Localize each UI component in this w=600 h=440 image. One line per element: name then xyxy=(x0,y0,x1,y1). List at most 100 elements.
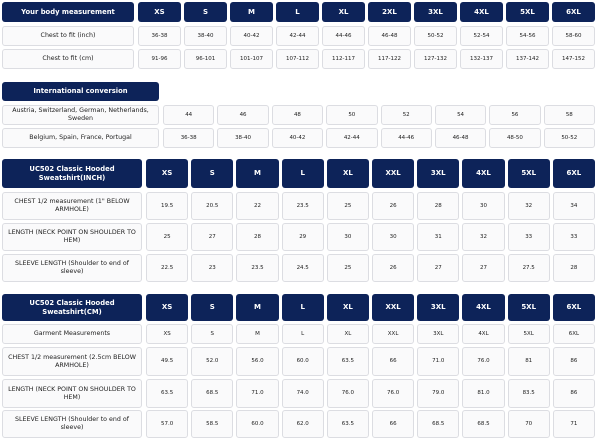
value-cell: 30 xyxy=(462,192,505,220)
value-cell: 68.5 xyxy=(417,410,460,438)
value-cell: 54-56 xyxy=(506,26,549,46)
value-cell: 27 xyxy=(462,254,505,282)
column-header: XXL xyxy=(372,159,415,188)
column-header: 5XL xyxy=(507,294,550,321)
value-cell: 101-107 xyxy=(230,49,273,69)
column-header: 4XL xyxy=(462,159,505,188)
value-cell: 44-46 xyxy=(322,26,365,46)
value-cell: 137-142 xyxy=(506,49,549,69)
value-cell: 19.5 xyxy=(146,192,189,220)
value-cell: 28 xyxy=(552,254,595,282)
value-cell: 58.5 xyxy=(191,410,234,438)
value-cell: 25 xyxy=(146,223,189,251)
column-header: S xyxy=(191,159,234,188)
value-cell: 23.5 xyxy=(281,192,324,220)
value-cell: 30 xyxy=(372,223,415,251)
column-header: 6XL xyxy=(552,159,595,188)
value-cell: 5XL xyxy=(507,324,550,344)
column-header: L xyxy=(276,2,319,22)
column-header: L xyxy=(281,159,324,188)
value-cell: 42-44 xyxy=(276,26,319,46)
column-header: M xyxy=(236,294,279,321)
value-cell: 60.0 xyxy=(281,347,324,376)
value-cell: S xyxy=(191,324,234,344)
value-cell: 127-132 xyxy=(414,49,457,69)
column-header: XS xyxy=(138,2,181,22)
value-cell: 54 xyxy=(434,105,487,125)
value-cell: 71.0 xyxy=(236,379,279,408)
value-cell: 57.0 xyxy=(146,410,189,438)
value-cell: 40-42 xyxy=(230,26,273,46)
row-label: Belgium, Spain, France, Portugal xyxy=(2,128,159,148)
value-cell: 32 xyxy=(462,223,505,251)
value-cell: 52.0 xyxy=(191,347,234,376)
value-cell: 63.5 xyxy=(326,347,369,376)
value-cell: L xyxy=(281,324,324,344)
row-label: Austria, Switzerland, German, Netherland… xyxy=(2,105,159,125)
value-cell: 27 xyxy=(417,254,460,282)
value-cell: 86 xyxy=(552,379,595,408)
value-cell: 71.0 xyxy=(417,347,460,376)
value-cell: 38-40 xyxy=(217,128,269,148)
column-header: 3XL xyxy=(417,294,460,321)
value-cell: 25 xyxy=(326,254,369,282)
value-cell: 42-44 xyxy=(326,128,378,148)
row-label: Garment Measurements xyxy=(2,324,142,344)
row-label: LENGTH (NECK POINT ON SHOULDER TO HEM) xyxy=(2,223,142,251)
value-cell: 46 xyxy=(217,105,269,125)
value-cell: 27.5 xyxy=(507,254,550,282)
value-cell: 60.0 xyxy=(236,410,279,438)
value-cell: 132-137 xyxy=(460,49,503,69)
value-cell: 86 xyxy=(552,347,595,376)
value-cell: 32 xyxy=(507,192,550,220)
value-cell: 56 xyxy=(489,105,541,125)
row-label: Chest to fit (cm) xyxy=(2,49,134,69)
value-cell: 112-117 xyxy=(322,49,365,69)
column-header: 5XL xyxy=(507,159,550,188)
row-label: CHEST 1/2 measurement (2.5cm BELOW ARMHO… xyxy=(2,347,142,376)
row-label: SLEEVE LENGTH (Shoulder to end of sleeve… xyxy=(2,254,142,282)
value-cell: 66 xyxy=(372,410,415,438)
value-cell: 56.0 xyxy=(236,347,279,376)
value-cell: 36-38 xyxy=(163,128,215,148)
value-cell: 70 xyxy=(507,410,550,438)
value-cell: 58 xyxy=(543,105,595,125)
value-cell: 33 xyxy=(552,223,595,251)
value-cell: 76.0 xyxy=(326,379,369,408)
value-cell: 96-101 xyxy=(184,49,227,69)
value-cell: 25 xyxy=(326,192,369,220)
value-cell: 107-112 xyxy=(276,49,319,69)
row-label: Chest to fit (inch) xyxy=(2,26,134,46)
value-cell: 46-48 xyxy=(434,128,487,148)
value-cell: 76.0 xyxy=(372,379,415,408)
value-cell: 38-40 xyxy=(184,26,227,46)
value-cell: 44-46 xyxy=(380,128,432,148)
value-cell: 91-96 xyxy=(138,49,181,69)
value-cell: 147-152 xyxy=(552,49,595,69)
row-label: SLEEVE LENGTH (Shoulder to end of sleeve… xyxy=(2,410,142,438)
column-header: XXL xyxy=(372,294,415,321)
value-cell: 49.5 xyxy=(146,347,189,376)
value-cell: 48-50 xyxy=(489,128,541,148)
column-header: S xyxy=(184,2,227,22)
value-cell: 81.0 xyxy=(462,379,505,408)
value-cell: 83.5 xyxy=(507,379,550,408)
value-cell: XL xyxy=(326,324,369,344)
value-cell: 22 xyxy=(236,192,279,220)
value-cell: 22.5 xyxy=(146,254,189,282)
value-cell: 117-122 xyxy=(368,49,411,69)
value-cell: 81 xyxy=(507,347,550,376)
row-label: LENGTH (NECK POINT ON SHOULDER TO HEM) xyxy=(2,379,142,408)
column-header: M xyxy=(236,159,279,188)
column-header: 6XL xyxy=(552,294,595,321)
value-cell: 29 xyxy=(281,223,324,251)
column-header: 4XL xyxy=(462,294,505,321)
value-cell: 33 xyxy=(507,223,550,251)
value-cell: 62.0 xyxy=(281,410,324,438)
value-cell: 52-54 xyxy=(460,26,503,46)
value-cell: 40-42 xyxy=(271,128,324,148)
value-cell: 50 xyxy=(326,105,378,125)
value-cell: 63.5 xyxy=(326,410,369,438)
value-cell: 74.0 xyxy=(281,379,324,408)
value-cell: 63.5 xyxy=(146,379,189,408)
